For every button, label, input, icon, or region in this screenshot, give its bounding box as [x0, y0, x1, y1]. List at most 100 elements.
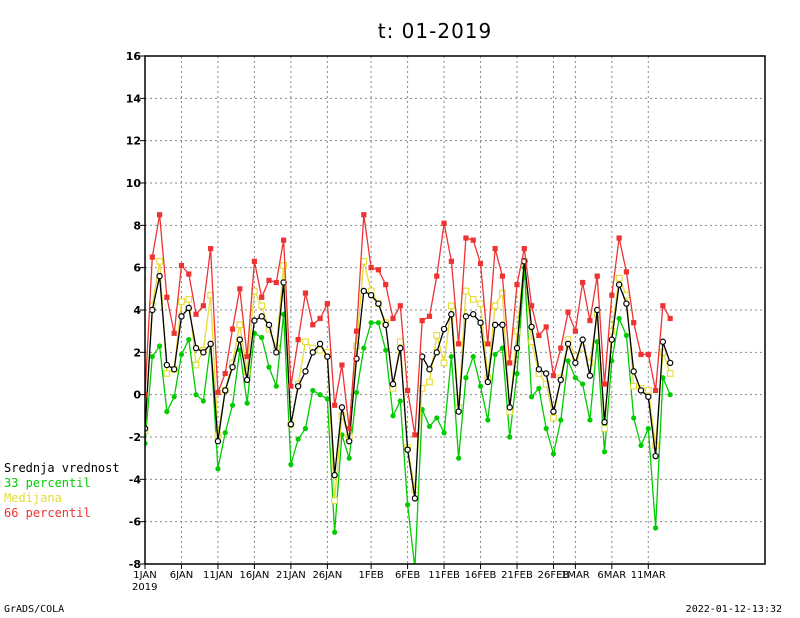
data-point	[280, 262, 287, 269]
data-point	[324, 301, 330, 307]
data-point	[491, 321, 499, 329]
data-point	[580, 279, 586, 286]
data-point	[178, 298, 185, 305]
data-point	[463, 235, 469, 241]
legend-entry-p33: 33 percentil	[4, 476, 91, 490]
x-tick-label: 11JAN	[203, 570, 233, 581]
data-point	[259, 334, 265, 341]
data-point	[302, 290, 309, 296]
data-point	[506, 404, 513, 411]
data-point	[185, 304, 192, 312]
data-point	[171, 394, 177, 400]
data-point	[514, 282, 520, 288]
legend: Srednja vrednost 33 percentil Medijana 6…	[4, 461, 120, 520]
data-point	[616, 315, 622, 322]
data-point	[426, 366, 433, 373]
data-point	[558, 345, 564, 351]
data-point	[236, 336, 244, 343]
data-point	[528, 323, 535, 331]
data-point	[389, 380, 397, 388]
data-point	[156, 212, 163, 218]
data-point	[200, 398, 206, 404]
data-point	[368, 265, 374, 271]
data-point	[193, 311, 199, 317]
legend-entry-median: Medijana	[4, 491, 62, 505]
data-point	[543, 425, 549, 432]
data-point	[171, 330, 177, 336]
data-point	[565, 309, 571, 315]
data-point	[382, 321, 389, 329]
data-point	[426, 423, 433, 430]
data-point	[631, 415, 637, 421]
x-axis-year-label: 2019	[132, 582, 157, 593]
data-point	[332, 402, 338, 408]
data-point	[273, 383, 279, 389]
x-tick-label: 11MAR	[631, 570, 666, 581]
data-point	[448, 258, 454, 264]
data-point	[601, 381, 608, 387]
data-point	[288, 383, 294, 389]
data-point	[287, 421, 295, 428]
data-point	[535, 366, 543, 373]
data-point	[550, 373, 557, 379]
data-point	[178, 351, 185, 358]
series-median	[145, 257, 674, 504]
data-point	[528, 394, 535, 400]
data-point	[492, 351, 498, 358]
data-point	[550, 414, 557, 422]
data-point	[448, 302, 455, 310]
data-point	[192, 361, 200, 369]
data-point	[666, 359, 674, 367]
data-point	[215, 389, 221, 396]
legend-entry-p66: 66 percentil	[4, 506, 91, 520]
data-point	[448, 353, 454, 360]
data-point	[587, 417, 593, 423]
data-point	[360, 257, 368, 265]
data-point	[477, 319, 484, 326]
data-point	[462, 287, 470, 295]
data-point	[550, 408, 557, 415]
data-point	[492, 246, 498, 252]
data-point	[243, 376, 251, 384]
data-point	[229, 326, 236, 332]
data-point	[317, 315, 323, 322]
data-point	[615, 274, 623, 282]
data-point	[302, 338, 309, 346]
x-tick-label: 6JAN	[170, 570, 193, 581]
data-point	[652, 525, 659, 531]
data-point	[302, 425, 309, 432]
data-point	[149, 306, 156, 314]
data-point	[251, 258, 258, 264]
data-point	[390, 315, 396, 322]
data-point	[339, 362, 345, 368]
data-point	[163, 361, 171, 369]
x-tick-label: 16FEB	[465, 570, 497, 581]
data-point	[499, 321, 506, 329]
data-point	[418, 384, 426, 392]
data-point	[645, 351, 651, 358]
data-point	[587, 317, 593, 324]
data-point	[616, 235, 622, 241]
data-point	[542, 380, 550, 388]
data-point	[310, 322, 316, 328]
y-tick-label: 8	[133, 219, 141, 232]
x-tick-label: 6MAR	[597, 570, 626, 581]
data-point	[244, 353, 250, 360]
data-point	[507, 434, 513, 440]
data-point	[331, 471, 338, 479]
data-point	[638, 351, 644, 358]
data-point	[288, 461, 294, 468]
series-p66	[145, 212, 673, 438]
data-point	[200, 349, 207, 356]
data-point	[383, 347, 389, 353]
data-point	[469, 296, 477, 303]
data-point	[295, 337, 301, 343]
data-point	[273, 349, 280, 356]
data-point	[397, 398, 403, 404]
x-tick-label: 11FEB	[428, 570, 460, 581]
data-point	[558, 417, 564, 423]
series-group	[145, 212, 674, 564]
series-p33	[145, 265, 673, 564]
data-point	[514, 370, 520, 377]
x-tick-label: 1MAR	[561, 570, 590, 581]
